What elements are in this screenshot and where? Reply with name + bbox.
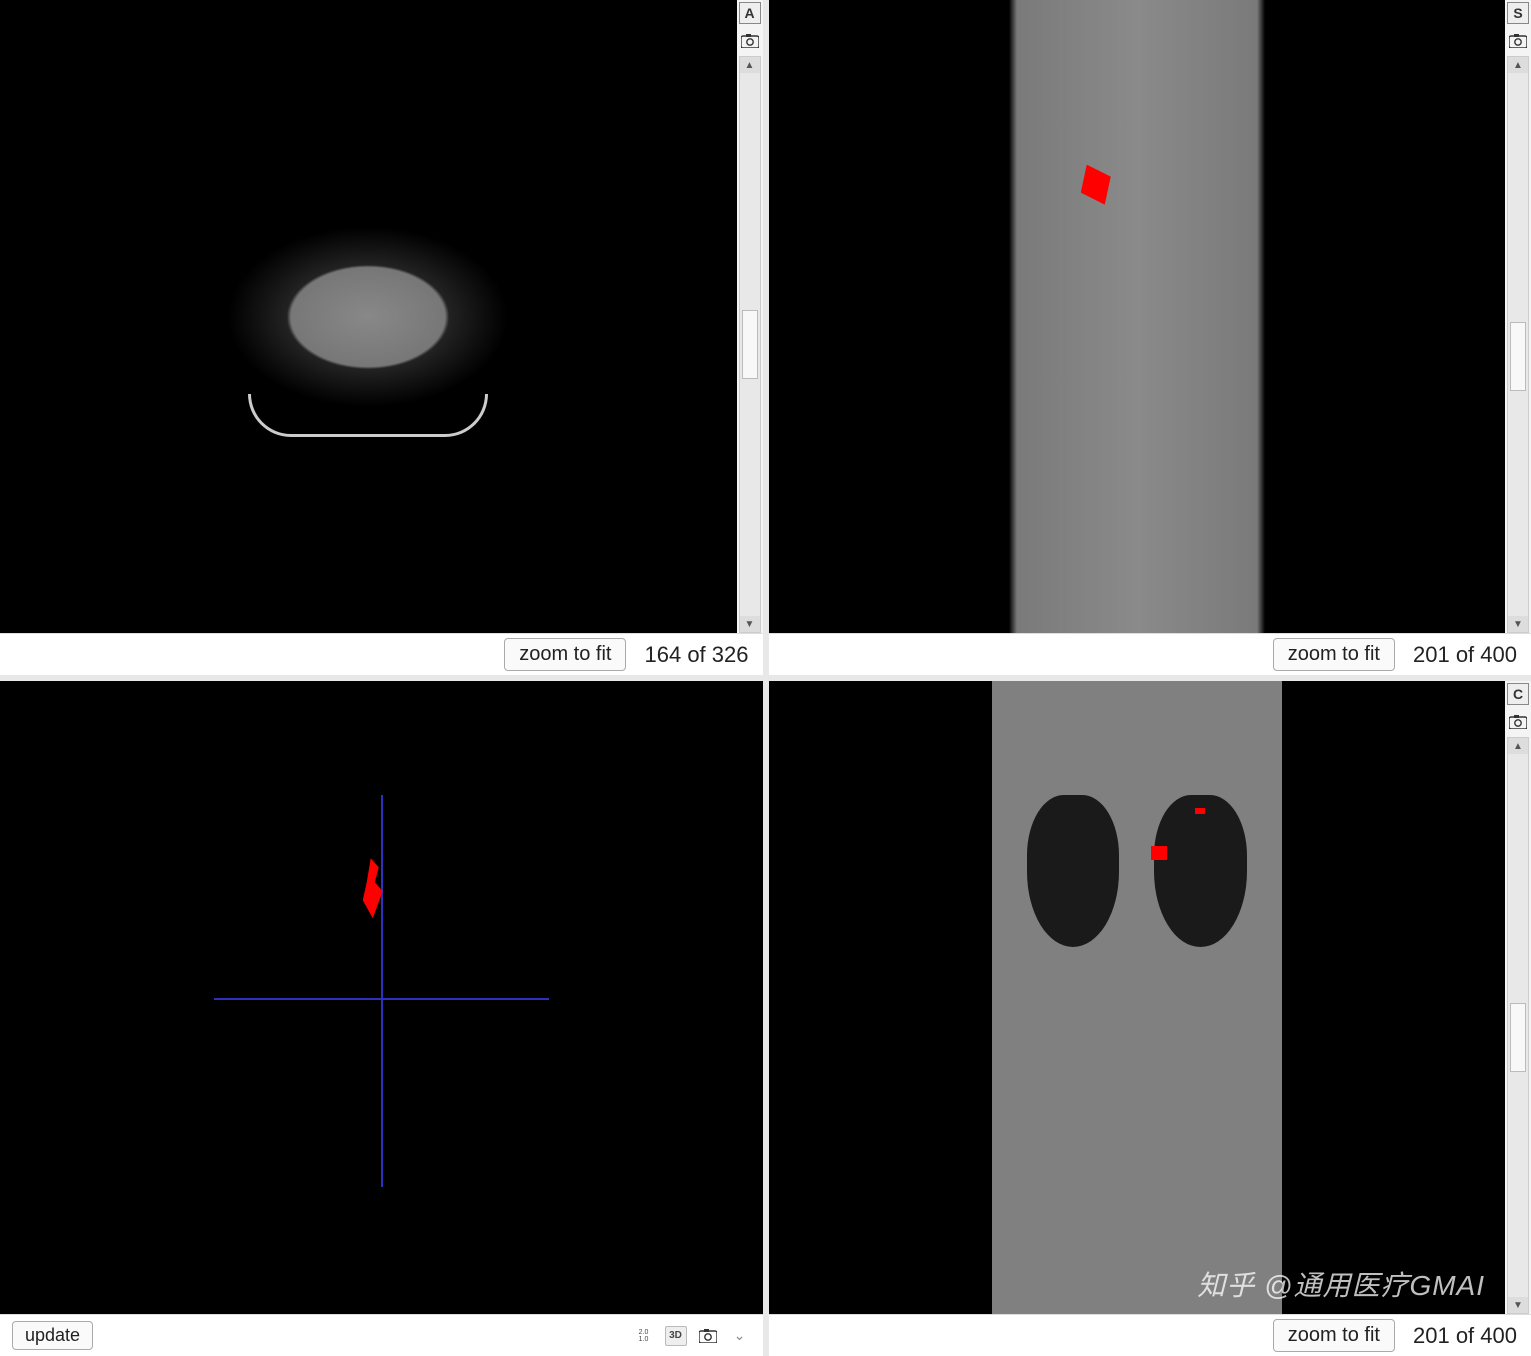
segmentation-3d [351, 858, 391, 918]
dropdown-icon[interactable]: ⌄ [729, 1326, 751, 1346]
stereo-icon[interactable]: 2.01.0 [633, 1326, 655, 1346]
coronal-slice-scrollbar[interactable]: ▲ ▼ [1507, 737, 1529, 1314]
zoom-to-fit-button[interactable]: zoom to fit [504, 638, 626, 671]
zoom-to-fit-button[interactable]: zoom to fit [1273, 638, 1395, 671]
axial-slice-scrollbar[interactable]: ▲ ▼ [739, 56, 761, 633]
sagittal-footer: zoom to fit 201 of 400 [769, 633, 1531, 675]
camera-icon[interactable] [741, 34, 759, 48]
coronal-orientation-badge: C [1507, 683, 1529, 705]
scroll-up-icon[interactable]: ▲ [1508, 57, 1528, 73]
axial-image-placeholder [218, 207, 518, 407]
viewer-grid: A ▲ ▼ zoom to fit 164 of 326 [0, 0, 1531, 1356]
scroll-up-icon[interactable]: ▲ [1508, 738, 1528, 754]
axial-orientation-badge: A [739, 2, 761, 24]
sagittal-orientation-badge: S [1507, 2, 1529, 24]
crosshair-horizontal [214, 998, 550, 1000]
coronal-pane: 知乎 @通用医疗GMAI C ▲ ▼ zoom to fit 201 of 40… [769, 681, 1531, 1356]
scroll-down-icon[interactable]: ▼ [1508, 1297, 1528, 1313]
watermark-text: 知乎 @通用医疗GMAI [1197, 1264, 1485, 1304]
scroll-up-icon[interactable]: ▲ [740, 57, 760, 73]
segmentation-overlay [1081, 165, 1111, 205]
coronal-footer: zoom to fit 201 of 400 [769, 1314, 1531, 1356]
3d-toggle-icon[interactable]: 3D [665, 1326, 687, 1346]
axial-pane: A ▲ ▼ zoom to fit 164 of 326 [0, 0, 763, 675]
camera-icon[interactable] [1509, 715, 1527, 729]
update-button[interactable]: update [12, 1321, 93, 1350]
coronal-side-tools: C ▲ ▼ [1505, 681, 1531, 1314]
render3d-viewport[interactable] [0, 681, 763, 1314]
sagittal-image-placeholder [937, 0, 1337, 633]
sagittal-slice-label: 201 of 400 [1413, 642, 1517, 668]
coronal-image-placeholder [992, 681, 1282, 1314]
coronal-slice-label: 201 of 400 [1413, 1323, 1517, 1349]
sagittal-side-tools: S ▲ ▼ [1505, 0, 1531, 633]
scroll-down-icon[interactable]: ▼ [740, 616, 760, 632]
segmentation-overlay [1151, 846, 1167, 860]
sagittal-viewport[interactable] [769, 0, 1506, 633]
render3d-footer: update 2.01.0 3D ⌄ [0, 1314, 763, 1356]
render3d-pane: update 2.01.0 3D ⌄ [0, 681, 763, 1356]
axial-slice-label: 164 of 326 [644, 642, 748, 668]
snapshot-icon[interactable] [697, 1326, 719, 1346]
axial-viewport[interactable] [0, 0, 737, 633]
sagittal-slice-scrollbar[interactable]: ▲ ▼ [1507, 56, 1529, 633]
axial-side-tools: A ▲ ▼ [737, 0, 763, 633]
crosshair-vertical [381, 795, 383, 1187]
sagittal-pane: S ▲ ▼ zoom to fit 201 of 400 [769, 0, 1531, 675]
coronal-viewport[interactable]: 知乎 @通用医疗GMAI [769, 681, 1506, 1314]
axial-footer: zoom to fit 164 of 326 [0, 633, 763, 675]
segmentation-overlay [1195, 808, 1205, 814]
zoom-to-fit-button[interactable]: zoom to fit [1273, 1319, 1395, 1352]
scroll-down-icon[interactable]: ▼ [1508, 616, 1528, 632]
camera-icon[interactable] [1509, 34, 1527, 48]
